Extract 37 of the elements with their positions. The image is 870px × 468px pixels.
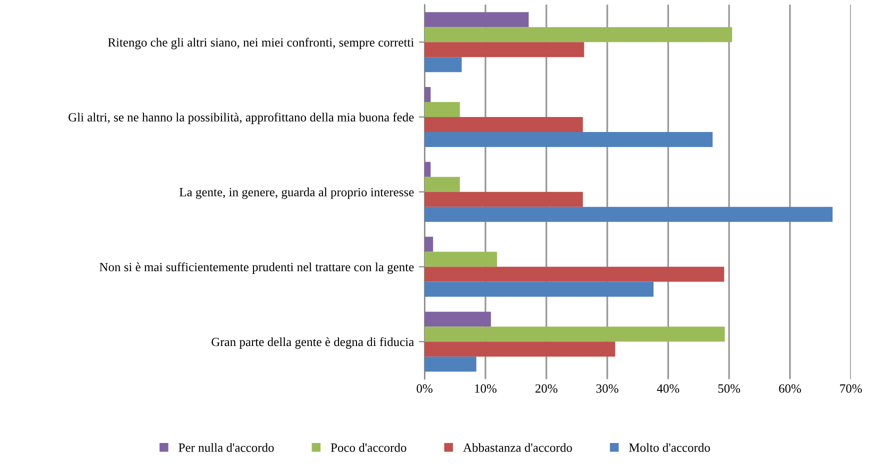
bar [424, 102, 460, 117]
y-tick-label: La gente, in genere, guarda al proprio interesse [180, 188, 414, 199]
bar [424, 87, 431, 102]
legend-label: Abbastanza d'accordo [463, 443, 572, 452]
bar [424, 12, 529, 28]
bar [424, 356, 476, 372]
legend-label: Molto d'accordo [629, 443, 710, 452]
bar [424, 162, 431, 177]
bar [424, 206, 833, 222]
bar [424, 312, 491, 327]
x-tick-label: 60% [779, 384, 801, 393]
x-tick-label: 10% [475, 384, 496, 393]
x-tick-label: 20% [535, 384, 558, 393]
bar [424, 27, 732, 42]
y-tick-label: Ritengo che gli altri siano, nei miei confronti, sempre corretti [108, 38, 414, 50]
bar [424, 132, 713, 147]
bar [424, 252, 498, 267]
y-tick-label: Gran parte della gente è degna di fiducia [212, 337, 414, 349]
bar [424, 326, 725, 342]
bar [424, 342, 616, 357]
x-tick-label: 40% [656, 384, 680, 393]
bar [424, 57, 462, 72]
legend-label: Poco d'accordo [330, 443, 406, 452]
x-tick-label: 70% [840, 384, 862, 393]
y-tick-label: Gli altri, se ne hanno la possibilità, approfittano della mia buona fede [68, 112, 414, 124]
bar [424, 282, 654, 297]
bar [424, 42, 584, 58]
bar [424, 266, 724, 282]
x-tick-label: 30% [596, 384, 618, 393]
x-tick-label: 50% [718, 384, 740, 393]
bar [424, 192, 583, 207]
bar [424, 117, 583, 132]
x-tick-label: 0% [416, 384, 432, 393]
legend-label: Per nulla d'accordo [178, 443, 274, 452]
bar [424, 176, 460, 192]
y-tick-label: Non si è mai sufficientemente prudenti nel trattare con la gente [100, 262, 414, 274]
bar [424, 236, 434, 252]
